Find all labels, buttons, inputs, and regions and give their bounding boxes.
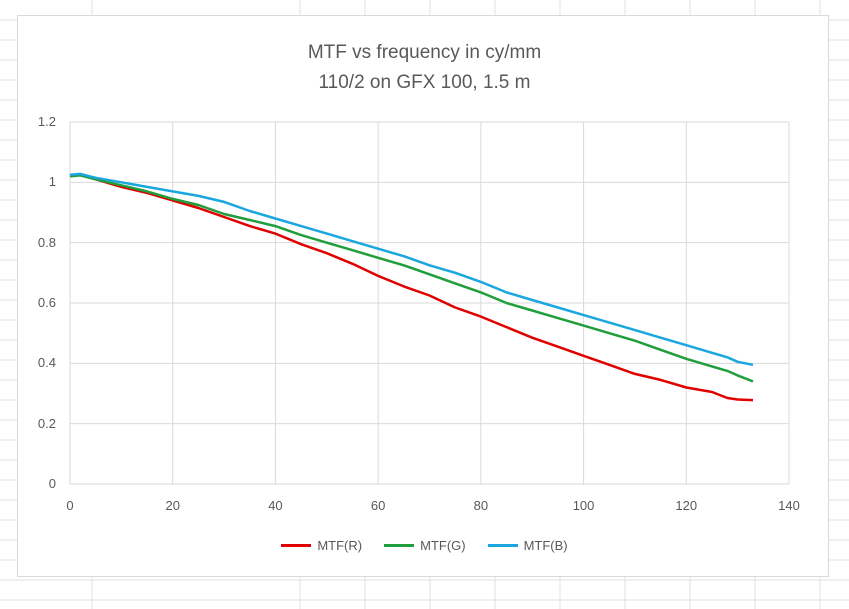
legend-entry: MTF(B) <box>487 538 568 553</box>
chart-legend: MTF(R) MTF(G) MTF(B) <box>0 538 849 553</box>
y-tick-label: 0.6 <box>37 295 56 310</box>
legend-swatch <box>487 544 518 547</box>
series-line-mtfb <box>69 172 754 367</box>
x-tick-label: 20 <box>165 498 180 513</box>
x-tick-label: 140 <box>778 498 800 513</box>
chart-title-line-1: MTF vs frequency in cy/mm <box>307 42 542 63</box>
legend-label: MTF(G) <box>420 538 466 553</box>
legend-label: MTF(R) <box>317 538 363 553</box>
legend-label: MTF(B) <box>523 538 568 553</box>
chart-area[interactable] <box>17 15 829 577</box>
y-tick-label: 0.2 <box>37 415 56 431</box>
series-line-mtfr <box>69 173 754 402</box>
x-tick-label: 100 <box>572 498 595 513</box>
x-tick-label: 80 <box>473 498 489 513</box>
x-tick-label: 40 <box>268 498 283 513</box>
legend-swatch <box>281 544 312 547</box>
chart-title-line-2: 110/2 on GFX 100, 1.5 m <box>318 72 531 93</box>
x-tick-label: 60 <box>370 498 386 513</box>
chart-gridlines <box>69 121 790 485</box>
x-tick-label: 0 <box>66 498 74 513</box>
chart-series <box>69 172 754 402</box>
series-line-mtfg <box>69 174 754 383</box>
legend-entry: MTF(R) <box>281 538 362 553</box>
y-tick-label: 0.4 <box>37 355 56 371</box>
legend-swatch <box>384 544 415 547</box>
y-tick-label: 0.8 <box>37 234 56 250</box>
y-tick-label: 1 <box>48 174 56 190</box>
x-tick-label: 120 <box>675 498 698 513</box>
legend-entry: MTF(G) <box>384 538 466 553</box>
y-tick-label: 0 <box>48 476 56 491</box>
y-tick-label: 1.2 <box>37 114 56 129</box>
